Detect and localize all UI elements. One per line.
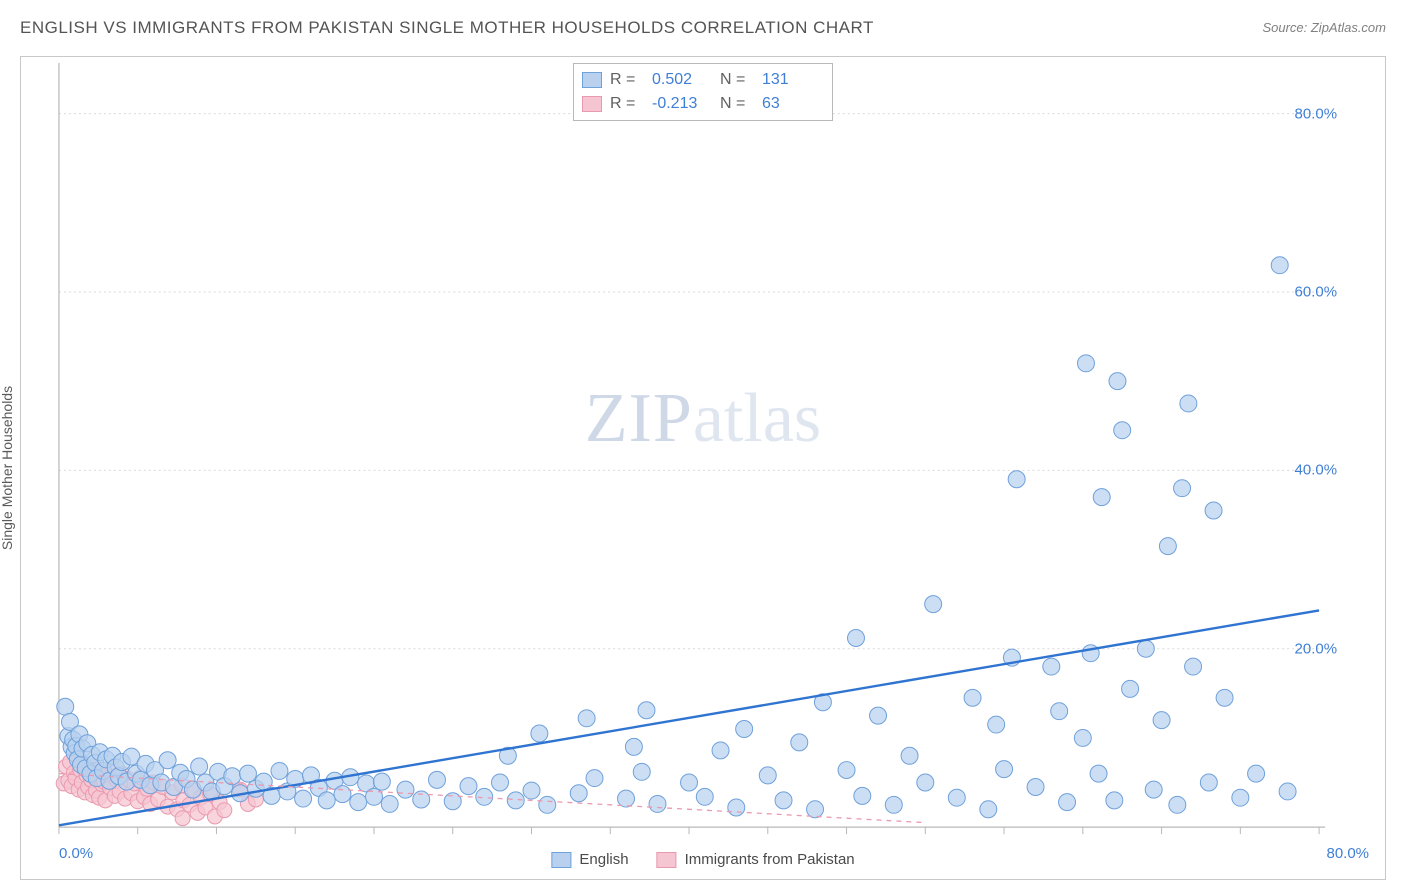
chart-header: ENGLISH VS IMMIGRANTS FROM PAKISTAN SING… <box>20 18 1386 48</box>
legend-item-pakistan: Immigrants from Pakistan <box>657 851 855 868</box>
y-axis-label: Single Mother Households <box>0 386 15 550</box>
chart-title: ENGLISH VS IMMIGRANTS FROM PAKISTAN SING… <box>20 18 874 37</box>
y-tick-label: 20.0% <box>1295 640 1338 657</box>
legend-r-label: R = <box>610 95 644 113</box>
legend-n-label: N = <box>720 95 754 113</box>
legend-r-english: 0.502 <box>652 71 712 89</box>
legend-label-pakistan: Immigrants from Pakistan <box>685 851 855 868</box>
legend-n-pakistan: 63 <box>762 95 822 113</box>
x-axis-end-label: 80.0% <box>1326 845 1369 862</box>
correlation-legend: R = 0.502 N = 131 R = -0.213 N = 63 <box>573 63 833 121</box>
source-credit: Source: ZipAtlas.com <box>1262 20 1386 35</box>
chart-container: Single Mother Households ZIPatlas R = 0.… <box>20 56 1386 880</box>
series-legend: English Immigrants from Pakistan <box>551 851 854 868</box>
legend-r-pakistan: -0.213 <box>652 95 712 113</box>
y-tick-label: 80.0% <box>1295 105 1338 122</box>
legend-n-label: N = <box>720 71 754 89</box>
legend-swatch-pakistan <box>582 96 602 112</box>
legend-swatch-english <box>582 72 602 88</box>
y-tick-label: 60.0% <box>1295 283 1338 300</box>
legend-n-english: 131 <box>762 71 822 89</box>
x-axis-start-label: 0.0% <box>59 845 93 862</box>
legend-bottom-swatch-pakistan <box>657 852 677 868</box>
scatter-plot <box>21 57 1385 879</box>
legend-r-label: R = <box>610 71 644 89</box>
legend-row-pakistan: R = -0.213 N = 63 <box>582 92 822 116</box>
legend-item-english: English <box>551 851 628 868</box>
legend-bottom-swatch-english <box>551 852 571 868</box>
legend-label-english: English <box>579 851 628 868</box>
source-name: ZipAtlas.com <box>1311 20 1386 35</box>
y-tick-label: 40.0% <box>1295 462 1338 479</box>
legend-row-english: R = 0.502 N = 131 <box>582 68 822 92</box>
source-prefix: Source: <box>1262 20 1310 35</box>
